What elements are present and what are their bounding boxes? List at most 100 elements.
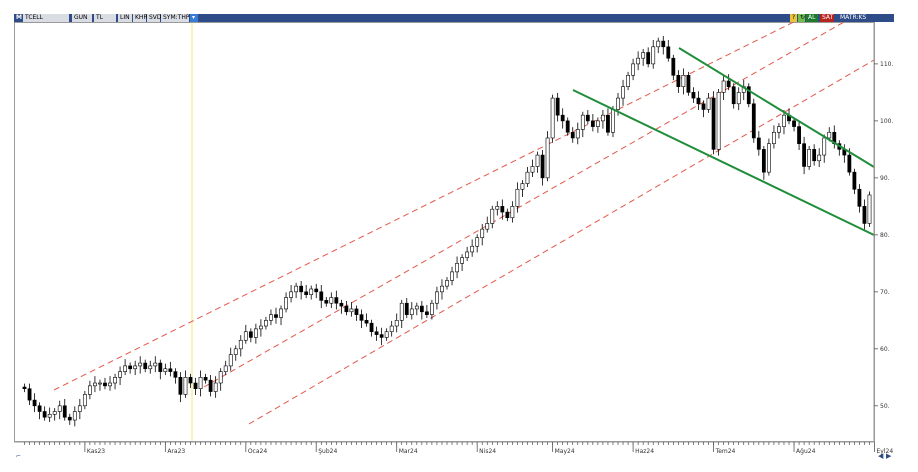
scroll-left-icon[interactable]: ◀ [878, 452, 884, 460]
candle-body-down [756, 137, 761, 150]
scale-button[interactable]: LIN [118, 14, 132, 22]
candle [72, 406, 77, 427]
currency-button[interactable]: TL [94, 14, 116, 22]
x-tick-label: Nis24 [479, 448, 496, 455]
candle [440, 279, 444, 300]
scroll-right-icon[interactable]: ▶ [886, 452, 892, 460]
candle-body-down [691, 92, 696, 99]
candle-body-down [585, 114, 590, 122]
x-tick-label: Mar24 [399, 448, 418, 455]
period-button[interactable]: GUN [72, 14, 92, 22]
candle [143, 359, 148, 373]
candle [128, 362, 133, 374]
candle-body-up [228, 354, 233, 367]
candle [711, 91, 716, 155]
candle [264, 316, 268, 330]
candle [218, 368, 223, 391]
candle-body-up [636, 57, 641, 65]
symbol-mode-button[interactable]: SYM:THP [161, 14, 190, 22]
candle [344, 300, 349, 316]
candle-body-up [394, 320, 399, 327]
y-tick-label: 90. [880, 175, 890, 182]
price-chart[interactable]: 110. 100. 90. 80. 70. 60. 50. Kas23 Ara23 Oca24 Ş… [14, 22, 894, 464]
candle-body-up [82, 394, 87, 407]
candle [802, 136, 807, 175]
candle [108, 376, 112, 391]
candle-body-down [666, 46, 671, 59]
help-icon[interactable]: ? [790, 14, 797, 22]
candle-body-up [223, 365, 228, 372]
candle-body-down [701, 103, 706, 110]
candle [656, 37, 661, 54]
candle [671, 54, 676, 81]
volume-button[interactable]: SVD [147, 14, 162, 22]
candle [812, 144, 817, 166]
dropdown-arrow-icon[interactable]: ▾ [190, 14, 198, 22]
candle-body-down [696, 97, 701, 105]
candle-body-down [339, 302, 344, 307]
candle-body-up [435, 291, 439, 304]
candle-body-down [711, 97, 716, 150]
candle-body-up [163, 368, 168, 372]
candle-body-up [827, 131, 832, 139]
candle [736, 87, 741, 111]
candle [259, 319, 263, 337]
buy-button[interactable]: AL [806, 14, 818, 22]
candle-body-down [797, 126, 801, 144]
template-label[interactable]: MATR:KS [838, 14, 878, 22]
candle [188, 373, 193, 388]
candle [279, 305, 283, 326]
candle-body-up [817, 154, 822, 162]
candle [817, 148, 822, 168]
candle-body-up [485, 223, 490, 230]
candle [384, 328, 389, 341]
candle [465, 246, 470, 262]
candle-body-down [248, 331, 253, 338]
candle-body-down [369, 322, 374, 333]
candle-body-up [138, 362, 143, 367]
corner-handle-icon[interactable]: ⌐ [16, 453, 21, 460]
candle-body-down [188, 377, 193, 384]
candle-body-down [354, 308, 359, 315]
candle-body-up [47, 414, 52, 418]
chart-style-button[interactable]: KHR [133, 14, 148, 22]
sell-button[interactable]: SAT [820, 14, 834, 22]
candle [555, 92, 560, 122]
x-tick-label: Oca24 [248, 448, 268, 455]
candle [525, 167, 530, 187]
candle-body-up [399, 302, 404, 321]
candle-body-up [490, 208, 495, 224]
candle [585, 110, 590, 125]
candle-body-up [736, 92, 741, 105]
candle [269, 309, 273, 326]
wedge-lower-line [572, 89, 875, 236]
candle [399, 299, 404, 329]
x-axis: Kas23 Ara23 Oca24 Şub24 Mar24 Nis24 May24 Haz24… [14, 441, 893, 455]
candle [686, 71, 691, 96]
candle-body-down [103, 382, 107, 387]
candle [661, 35, 666, 55]
y-tick-label: 100. [880, 118, 893, 125]
candle-body-up [123, 365, 128, 372]
x-tick-label: Tem24 [715, 448, 736, 455]
candle-body-down [208, 379, 213, 392]
symbol-field[interactable]: TCELL [23, 14, 69, 22]
candle-body-up [294, 285, 299, 293]
candle-body-down [42, 411, 47, 418]
candle-body-down [168, 368, 173, 372]
candle [792, 117, 796, 132]
candle [485, 216, 490, 233]
candle-body-up [389, 325, 394, 333]
refresh-icon[interactable]: ↻ [798, 14, 806, 22]
candle-body-up [445, 280, 449, 287]
x-tick-label: Ağu24 [796, 448, 816, 455]
candle-body-down [590, 120, 595, 127]
candle-body-down [22, 386, 27, 390]
candle-body-down [404, 302, 409, 315]
candle-body-up [87, 385, 92, 395]
candle-body-down [379, 334, 384, 338]
candle [751, 98, 756, 143]
candle [867, 191, 872, 227]
candle [696, 91, 701, 111]
candle [626, 71, 630, 91]
